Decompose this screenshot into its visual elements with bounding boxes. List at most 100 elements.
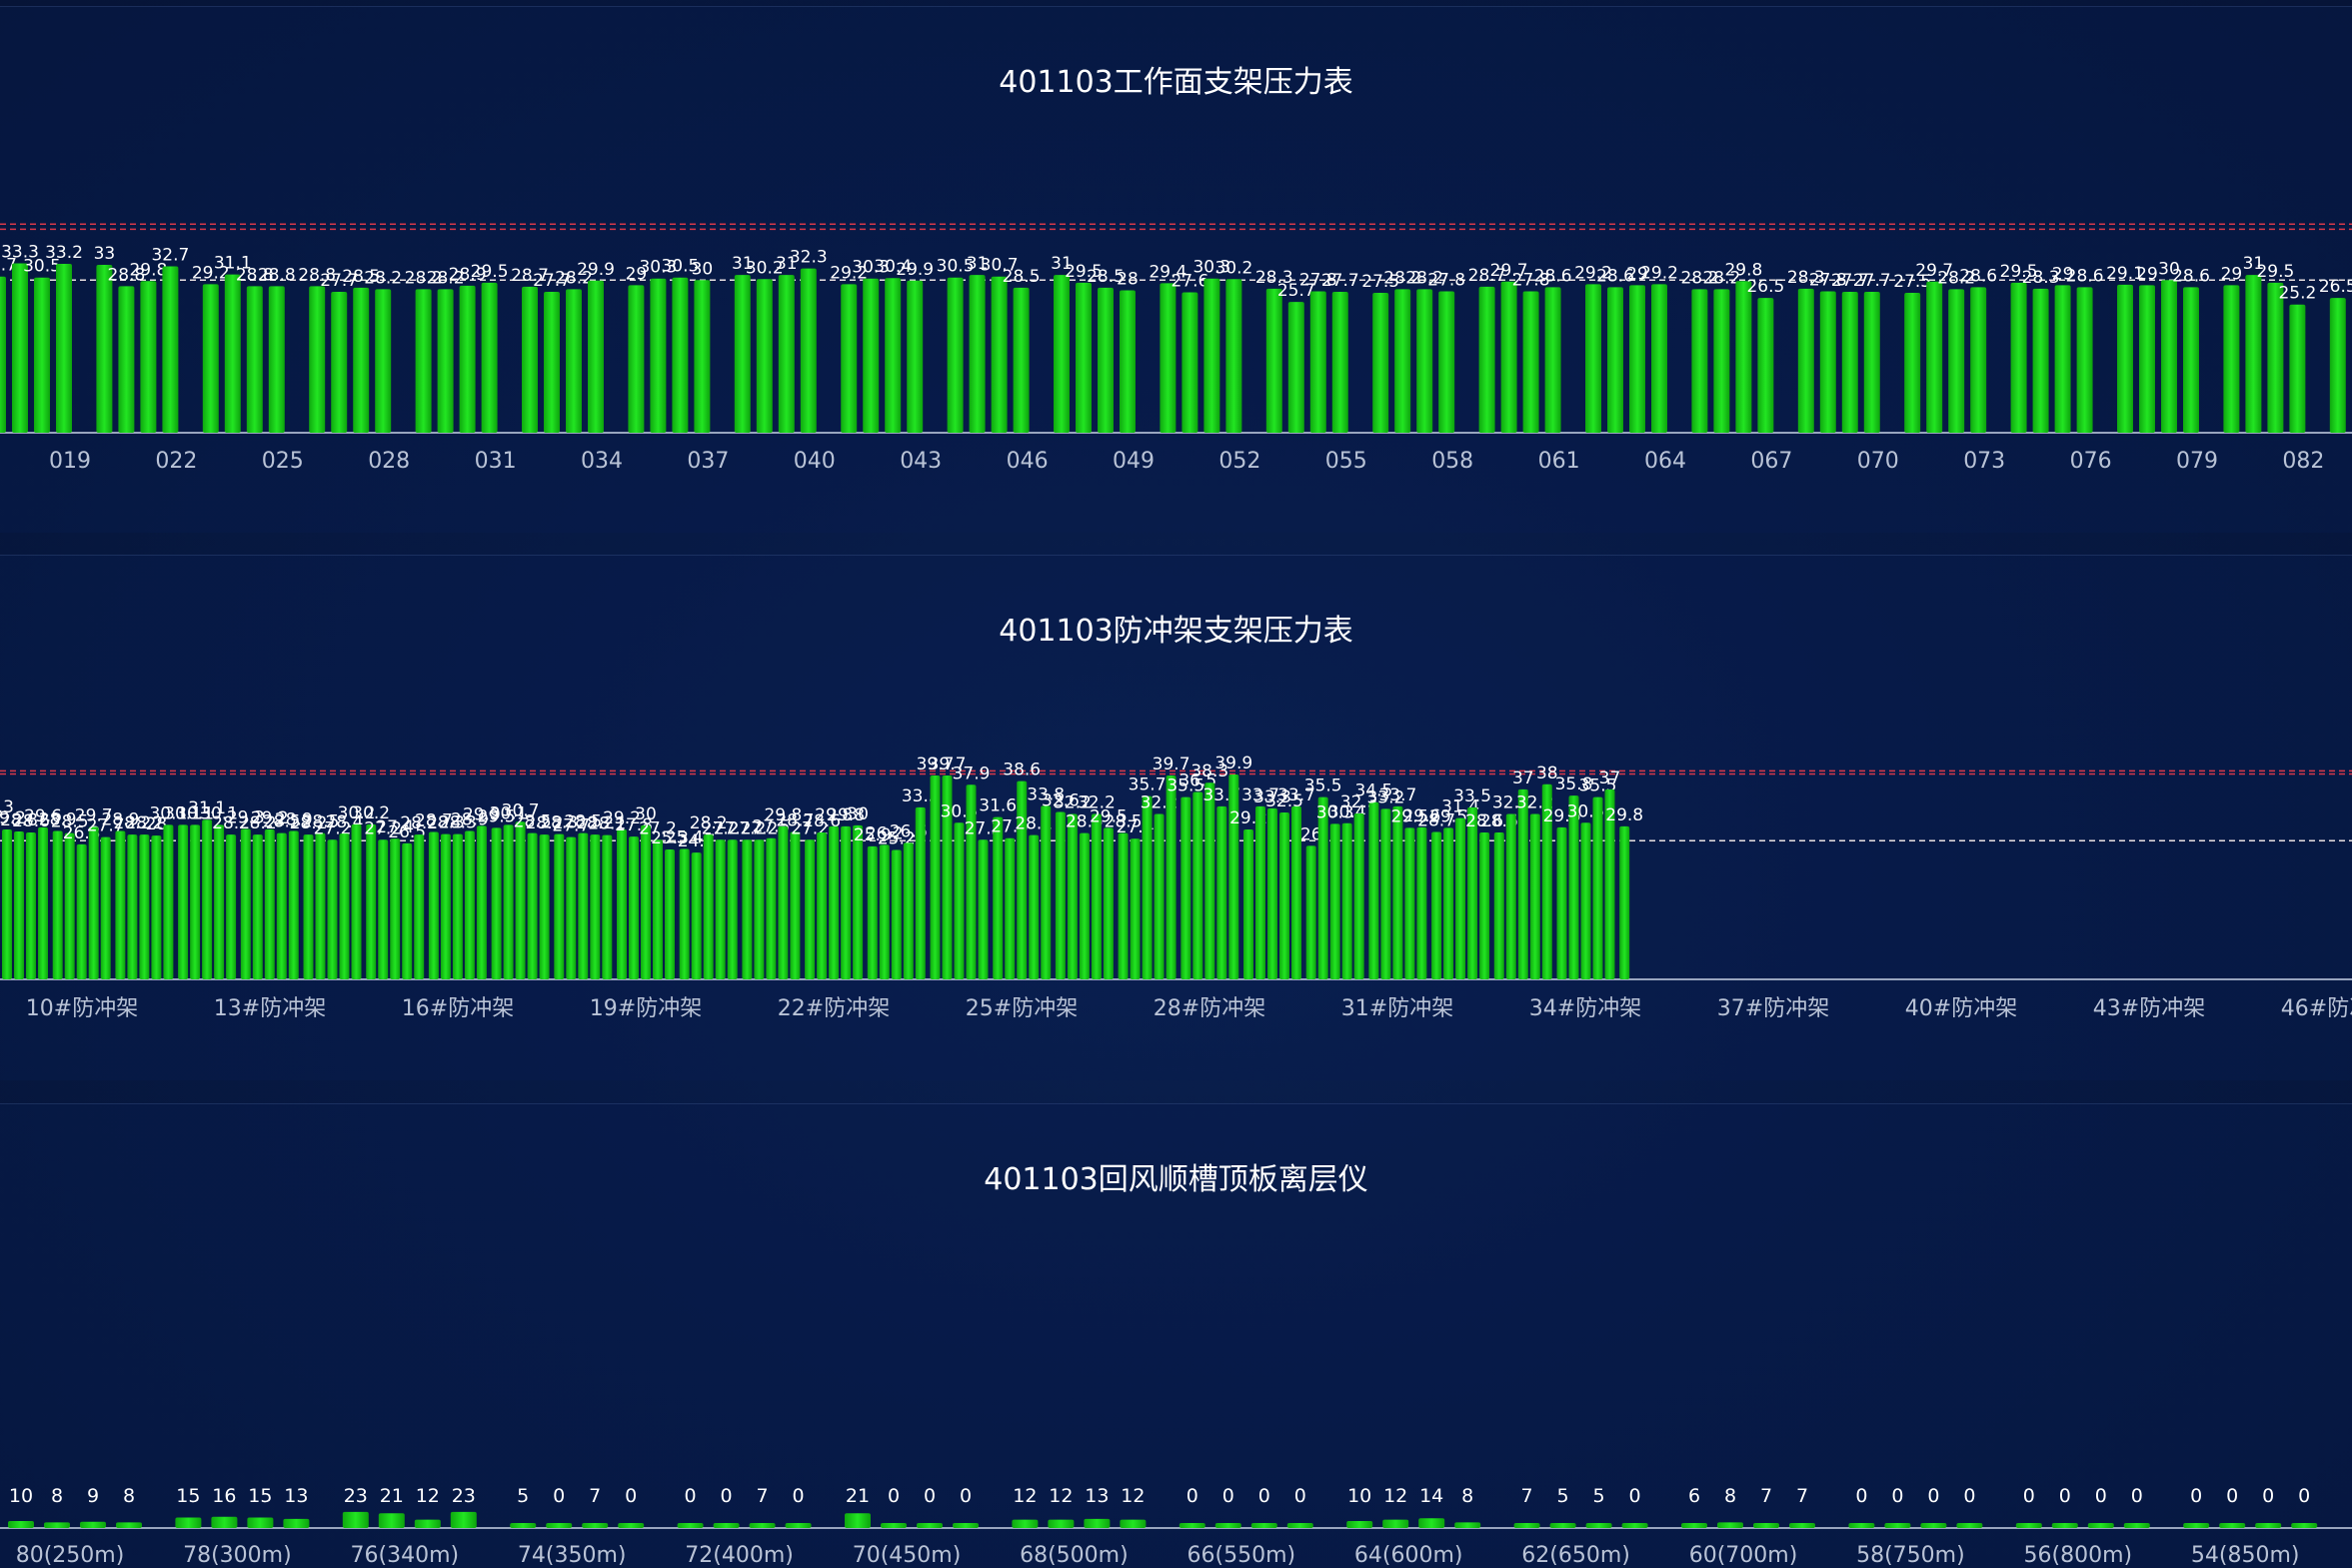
- data-label: 10: [9, 1485, 33, 1507]
- bar: [1970, 287, 1987, 433]
- data-label: 0: [2131, 1485, 2143, 1507]
- bar: [288, 830, 299, 979]
- bar: [1055, 811, 1066, 979]
- data-label: 0: [1891, 1485, 1903, 1507]
- data-label: 28.3: [439, 813, 477, 833]
- bar: [1372, 293, 1389, 433]
- bar: [2087, 1523, 2114, 1528]
- data-label: 28.2: [526, 813, 564, 833]
- data-label: 0: [2226, 1485, 2238, 1507]
- data-label: 29.2: [1640, 263, 1678, 283]
- bar: [1920, 1523, 1947, 1528]
- data-label: 32.3: [790, 248, 828, 268]
- tick-label: 31#防冲架: [1341, 996, 1453, 1021]
- data-label: 31: [1051, 254, 1073, 274]
- data-label: 0: [2059, 1485, 2071, 1507]
- bar: [2255, 1523, 2282, 1528]
- bar: [1585, 1523, 1612, 1528]
- bar: [139, 834, 150, 979]
- data-label: 30.5: [23, 257, 61, 277]
- data-label: 30.2: [1214, 258, 1252, 278]
- data-label: 29.7: [1490, 261, 1528, 281]
- data-label: 39.7: [917, 755, 955, 775]
- bar: [677, 1523, 704, 1528]
- data-label: 28.3: [1255, 268, 1293, 288]
- data-label: 30.2: [352, 803, 390, 823]
- data-label: 33.5: [902, 786, 940, 806]
- tick-label: 28#防冲架: [1154, 996, 1265, 1021]
- data-label: 0: [924, 1485, 936, 1507]
- bar: [2183, 1523, 2210, 1528]
- bar: [1118, 832, 1129, 979]
- bar: [1214, 1523, 1241, 1528]
- tick-label: 019: [49, 449, 91, 474]
- tick-label: 037: [687, 449, 729, 474]
- tick-label: 10#防冲架: [26, 996, 138, 1021]
- data-label: 28.3: [427, 813, 465, 833]
- data-label: 30.5: [661, 257, 699, 277]
- bar: [1267, 807, 1277, 979]
- bar: [1556, 826, 1567, 979]
- data-label: 31.1: [188, 798, 226, 818]
- data-label: 27.7: [1321, 271, 1359, 291]
- bar: [1120, 290, 1136, 433]
- bar: [1067, 813, 1078, 979]
- data-label: 8: [1724, 1485, 1736, 1507]
- data-label: 27.8: [1809, 270, 1847, 290]
- bar: [366, 823, 377, 979]
- bar: [1079, 832, 1090, 979]
- tick-label: 66(550m): [1187, 1543, 1296, 1568]
- bar: [1286, 1523, 1313, 1528]
- data-label: 29.5: [2256, 262, 2294, 282]
- bar: [766, 837, 777, 979]
- data-label: 27.2: [728, 818, 766, 838]
- bar: [375, 289, 392, 433]
- data-label: 27.2: [714, 818, 752, 838]
- data-label: 30.1: [176, 803, 214, 823]
- data-label: 28.2: [239, 813, 277, 833]
- tick-label: 22#防冲架: [778, 996, 890, 1021]
- bar: [211, 1516, 238, 1528]
- data-label: 0: [2190, 1485, 2202, 1507]
- bar: [80, 1521, 106, 1528]
- data-label: 28.8: [0, 810, 38, 830]
- data-label: 29.8: [1605, 805, 1643, 825]
- bar: [754, 839, 765, 979]
- bar: [378, 1513, 405, 1528]
- data-label: 39.9: [1214, 754, 1252, 774]
- bar: [907, 280, 924, 433]
- data-label: 29: [626, 264, 648, 284]
- bar: [96, 265, 113, 433]
- data-label: 7: [757, 1485, 769, 1507]
- bar: [2267, 282, 2284, 433]
- data-label: 12: [416, 1485, 440, 1507]
- data-label: 28.5: [342, 267, 380, 287]
- data-label: 27.2: [965, 818, 1003, 838]
- data-label: 23: [452, 1485, 476, 1507]
- bar: [1250, 1523, 1277, 1528]
- data-label: 29.5: [478, 806, 516, 826]
- data-label: 28.2: [1680, 268, 1718, 288]
- bar: [672, 277, 689, 433]
- data-label: 25.2: [2278, 284, 2316, 304]
- bar: [14, 831, 24, 979]
- data-label: 0: [888, 1485, 900, 1507]
- data-label: 0: [1294, 1485, 1306, 1507]
- data-label: 5: [517, 1485, 529, 1507]
- data-label: 28.6: [1465, 811, 1503, 831]
- bar: [268, 286, 285, 433]
- data-label: 28.2: [690, 813, 728, 833]
- tick-label: 43#防冲架: [2093, 996, 2205, 1021]
- data-label: 28.6: [1959, 266, 1997, 286]
- bar: [1948, 289, 1965, 433]
- data-label: 27.7: [1831, 271, 1869, 291]
- data-label: 28.8: [298, 265, 336, 285]
- data-label: 31: [967, 254, 989, 274]
- bar: [202, 284, 219, 433]
- bar: [1416, 826, 1427, 979]
- tick-label: 049: [1113, 449, 1155, 474]
- bar: [734, 275, 751, 433]
- bar: [665, 849, 675, 979]
- data-label: 5: [1557, 1485, 1569, 1507]
- bar: [491, 827, 502, 979]
